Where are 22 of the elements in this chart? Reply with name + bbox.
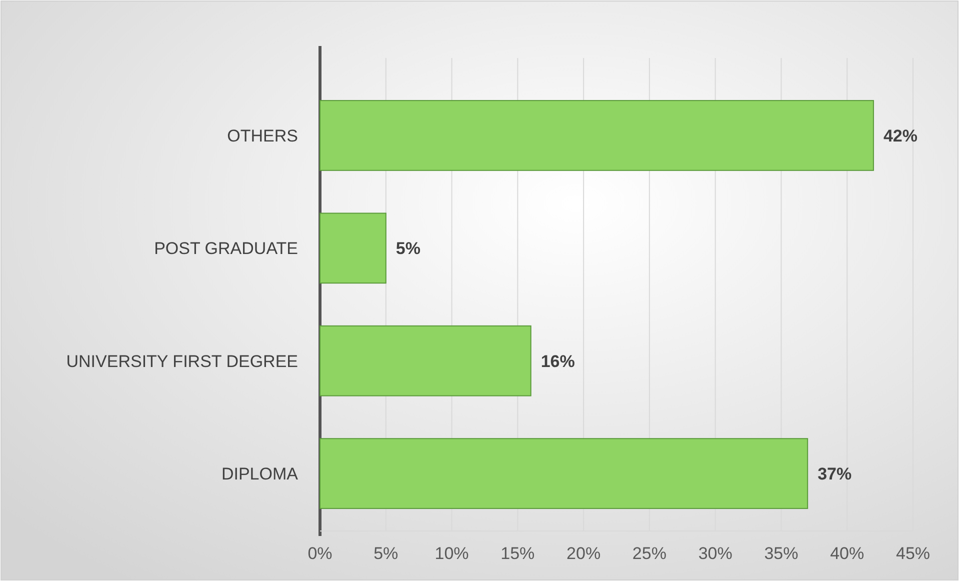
- data-label: 37%: [818, 464, 852, 484]
- x-tick-label: 5%: [374, 544, 398, 563]
- bar: [320, 100, 874, 171]
- x-tick-label: 15%: [500, 544, 535, 563]
- y-tick-label: UNIVERSITY FIRST DEGREE: [66, 352, 298, 371]
- x-tick-label: 20%: [566, 544, 601, 563]
- bar: [320, 212, 386, 284]
- data-label: 42%: [883, 126, 918, 146]
- x-tick-label: 30%: [698, 544, 732, 563]
- data-label: 16%: [540, 352, 575, 371]
- data-label: 5%: [396, 239, 420, 258]
- y-tick-label: OTHERS: [227, 126, 298, 146]
- bar: [320, 325, 532, 396]
- x-tick-label: 45%: [896, 544, 930, 563]
- x-tick-label: 10%: [434, 544, 469, 563]
- bar: [320, 438, 808, 509]
- x-tick-label: 35%: [764, 544, 798, 563]
- x-tick-label: 0%: [308, 544, 332, 563]
- x-tick-label: 40%: [830, 544, 864, 563]
- y-tick-label: DIPLOMA: [221, 464, 299, 484]
- y-tick-label: POST GRADUATE: [154, 239, 298, 258]
- x-tick-label: 25%: [632, 544, 666, 563]
